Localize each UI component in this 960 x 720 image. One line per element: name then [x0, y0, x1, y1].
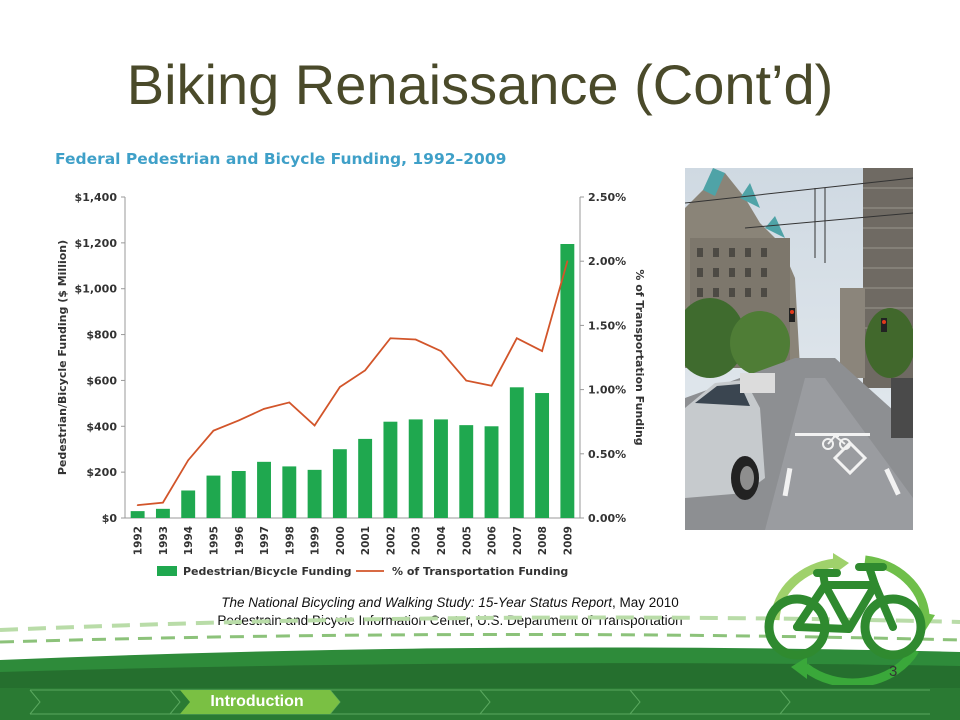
y-tick-label-left: $400 [86, 420, 117, 433]
y-tick-label-left: $200 [86, 466, 117, 479]
bar [484, 426, 499, 518]
bar [231, 470, 246, 518]
citation-title: The National Bicycling and Walking Study… [221, 595, 612, 610]
line-point [516, 337, 518, 340]
legend-label-bar: Pedestrian/Bicycle Funding [183, 565, 352, 578]
bar [434, 419, 448, 518]
line-point [136, 504, 139, 506]
line-point [541, 350, 543, 352]
x-tick-label: 1994 [183, 526, 195, 555]
x-tick-label: 1995 [208, 526, 220, 555]
bar [257, 461, 271, 518]
legend-label-line: % of Transportation Funding [392, 565, 568, 578]
line-point [465, 379, 468, 382]
bar [509, 387, 524, 518]
bar [332, 449, 347, 518]
line-point [187, 459, 189, 462]
x-tick-label: 2000 [335, 526, 347, 555]
line-point [566, 260, 569, 263]
bar [459, 425, 474, 518]
y-tick-label-left: $0 [102, 512, 118, 525]
bar [535, 393, 550, 518]
y-tick-label-left: $1,000 [75, 283, 118, 296]
bar [358, 438, 373, 518]
y-tick-label-left: $800 [86, 329, 117, 342]
y-tick-label-left: $1,400 [75, 191, 118, 204]
line-point [440, 350, 442, 352]
citation-date: , May 2010 [611, 595, 679, 610]
bar [307, 469, 322, 518]
x-tick-label: 2008 [537, 526, 549, 555]
nav-tab-introduction[interactable]: Introduction [210, 693, 304, 710]
x-tick-label: 2005 [461, 526, 473, 555]
bar [206, 475, 221, 518]
y-tick-label-right: 0.50% [588, 448, 626, 461]
x-tick-label: 1999 [310, 526, 322, 555]
line-point [212, 429, 215, 432]
line-point [339, 386, 341, 388]
slide-title: Biking Renaissance (Cont’d) [126, 53, 834, 116]
x-tick-label: 1998 [284, 526, 296, 555]
bar [408, 419, 423, 518]
line-point [490, 384, 493, 387]
y-axis-label-left: Pedestrian/Bicycle Funding ($ Million) [56, 240, 69, 475]
x-tick-label: 2002 [385, 526, 397, 555]
x-tick-label: 1993 [158, 526, 170, 555]
bar [130, 511, 145, 518]
x-tick-label: 1992 [133, 526, 145, 555]
y-tick-label-right: 1.00% [588, 384, 626, 397]
line-point [288, 401, 291, 404]
y-tick-label-left: $1,200 [75, 237, 118, 250]
page-number: 3 [889, 663, 898, 680]
x-tick-label: 2006 [487, 526, 499, 555]
x-tick-label: 1997 [259, 526, 271, 555]
line-point [237, 419, 240, 422]
x-tick-label: 2009 [562, 526, 574, 555]
bar [155, 508, 170, 518]
bar [383, 421, 398, 518]
y-axis-label-right: % of Transportation Funding [633, 269, 646, 445]
y-tick-label-right: 0.00% [588, 512, 626, 525]
line-point [389, 337, 392, 340]
line-point [364, 369, 366, 372]
x-tick-label: 2003 [411, 526, 423, 555]
line-point [313, 424, 316, 427]
line-point [263, 408, 265, 410]
bar [560, 244, 575, 518]
y-tick-label-left: $600 [86, 374, 117, 387]
x-tick-label: 2001 [360, 526, 372, 555]
chart-title: Federal Pedestrian and Bicycle Funding, … [55, 150, 507, 168]
line-series [137, 260, 569, 507]
street-photo [685, 168, 913, 530]
x-tick-label: 2007 [512, 526, 524, 555]
line-point [414, 338, 417, 341]
line-point [162, 501, 164, 504]
y-tick-label-right: 2.50% [588, 191, 626, 204]
x-tick-label: 2004 [436, 526, 448, 555]
legend-swatch-bar [157, 566, 177, 576]
bar [282, 466, 297, 518]
bar [181, 490, 196, 518]
x-tick-label: 1996 [234, 526, 246, 555]
y-tick-label-right: 1.50% [588, 319, 626, 332]
bicycle-recycle-logo [764, 553, 935, 685]
y-tick-label-right: 2.00% [588, 255, 626, 268]
